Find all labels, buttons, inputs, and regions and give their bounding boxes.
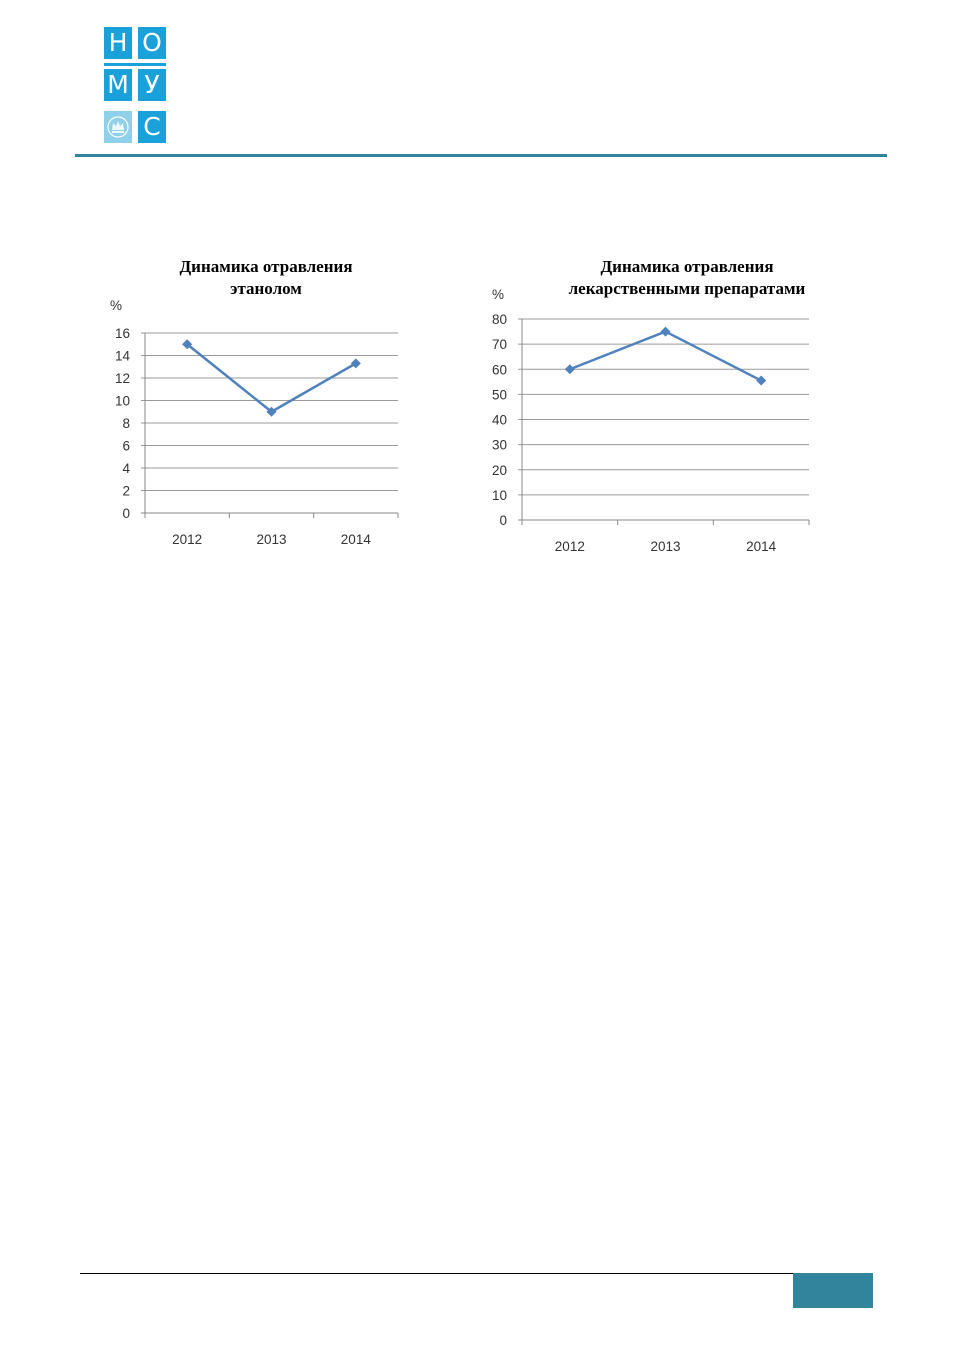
y-tick-label: 80 (492, 312, 507, 327)
header-rule (75, 154, 887, 157)
y-tick-label: 20 (492, 463, 507, 478)
y-tick-label: 10 (115, 394, 130, 409)
data-point-marker (660, 326, 671, 337)
charts-area: Динамика отравления этанолом% 0 2 4 6 8 10 12 14 1… (110, 257, 810, 554)
y-tick-label: 0 (499, 513, 507, 528)
y-tick-label: 0 (122, 506, 130, 521)
y-tick-label: 8 (122, 416, 130, 431)
logo-letter: М (104, 69, 132, 101)
y-tick-label: 14 (115, 349, 131, 364)
x-tick-label: 2012 (172, 532, 202, 547)
y-tick-label: 16 (115, 326, 130, 341)
y-tick-label: 40 (492, 413, 507, 428)
data-point-marker (756, 375, 767, 386)
crown-crest-icon (104, 111, 132, 143)
y-tick-label: 6 (122, 439, 130, 454)
logo-letter: У (138, 69, 166, 101)
y-axis-unit-label: % (492, 287, 504, 302)
chart-title-line: Динамика отравления (600, 257, 773, 276)
chart-title-line: Динамика отравления (179, 257, 352, 276)
chart-title-line: лекарственными препаратами (569, 279, 806, 298)
y-tick-label: 30 (492, 438, 507, 453)
y-tick-label: 50 (492, 387, 507, 402)
y-axis-unit-label: % (110, 298, 122, 313)
x-tick-label: 2014 (746, 539, 777, 554)
series-line (569, 330, 762, 382)
footer-page-block (793, 1273, 873, 1308)
data-point-marker (182, 339, 193, 350)
y-tick-label: 12 (115, 371, 130, 386)
chart-title-line: этанолом (230, 279, 302, 298)
chart-ethanol: Динамика отравления этанолом% 0 2 4 6 8 10 12 14 1… (110, 257, 399, 547)
data-point-marker (564, 364, 575, 375)
x-tick-label: 2013 (256, 532, 286, 547)
y-tick-label: 70 (492, 337, 507, 352)
footer-rule (80, 1273, 794, 1274)
logo-letter: Н (104, 27, 132, 59)
nomus-logo: Н О М У С (104, 27, 166, 143)
logo-divider (104, 63, 166, 66)
y-tick-label: 4 (122, 461, 130, 476)
x-tick-label: 2012 (555, 539, 585, 554)
logo-letter: С (138, 111, 166, 143)
y-tick-label: 2 (122, 484, 130, 499)
x-tick-label: 2014 (341, 532, 372, 547)
data-point-marker (266, 406, 277, 417)
chart-medications: Динамика отравления лекарственными препар… (492, 257, 810, 554)
logo-letter: О (138, 27, 166, 59)
data-point-marker (350, 358, 361, 369)
y-tick-label: 10 (492, 488, 507, 503)
x-tick-label: 2013 (650, 539, 680, 554)
y-tick-label: 60 (492, 362, 507, 377)
